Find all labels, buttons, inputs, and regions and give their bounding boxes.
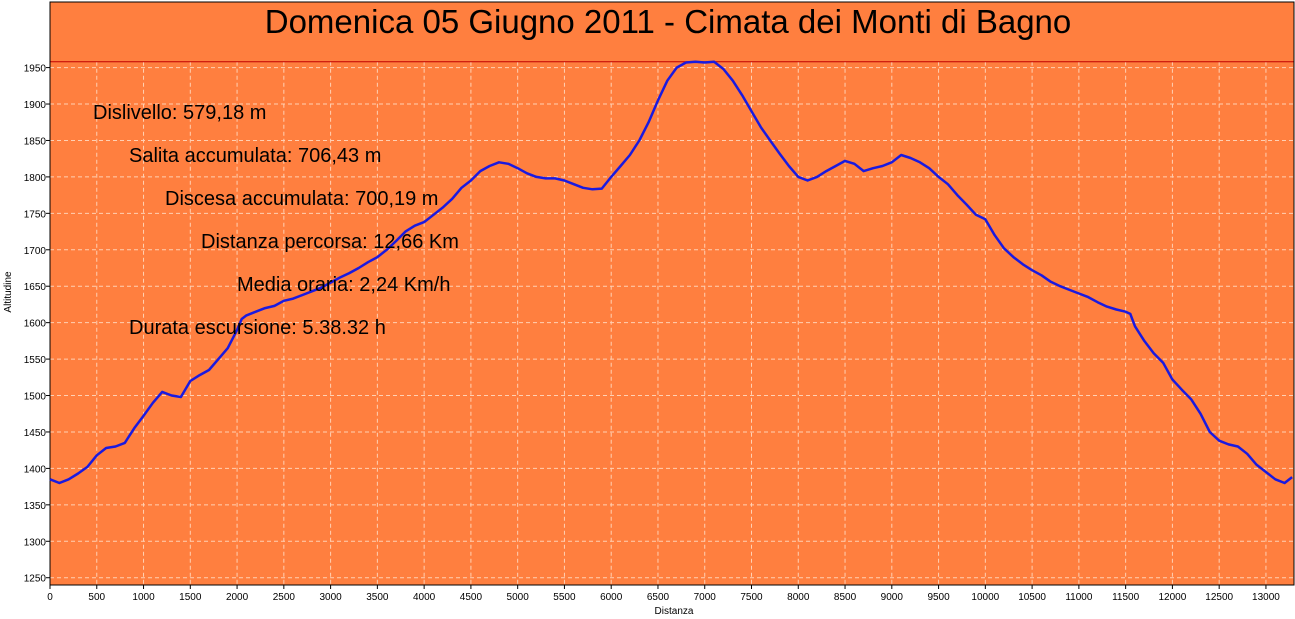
- grid: [49, 2, 1294, 585]
- stat-salita: Salita accumulata: 706,43 m: [129, 145, 381, 167]
- x-tick-label: 13000: [1252, 592, 1280, 603]
- y-tick-label: 1550: [24, 355, 47, 366]
- x-tick-label: 6000: [600, 592, 623, 603]
- x-tick-label: 500: [88, 592, 105, 603]
- axis-ticks: 0 500 1000 1500 2000 2500 3000 3500 4000 4500 5000…: [24, 64, 1281, 603]
- x-tick-label: 5500: [553, 592, 576, 603]
- y-tick-label: 1600: [24, 319, 47, 330]
- y-tick-label: 1300: [24, 537, 47, 548]
- x-tick-label: 2500: [273, 592, 296, 603]
- stats-box: Dislivello: 579,18 m Salita accumulata: …: [93, 102, 459, 339]
- y-tick-label: 1850: [24, 136, 47, 147]
- x-tick-label: 12000: [1158, 592, 1186, 603]
- chart-title: Domenica 05 Giugno 2011 - Cimata dei Mon…: [265, 3, 1072, 40]
- plot-frame: [49, 1, 1295, 586]
- y-tick-label: 1650: [24, 282, 47, 293]
- y-tick-label: 1900: [24, 100, 47, 111]
- x-tick-label: 1500: [179, 592, 202, 603]
- x-tick-label: 3500: [366, 592, 389, 603]
- x-tick-label: 9500: [927, 592, 950, 603]
- stat-media: Media oraria: 2,24 Km/h: [237, 274, 450, 296]
- x-tick-label: 11500: [1112, 592, 1140, 603]
- x-tick-label: 7500: [740, 592, 763, 603]
- x-tick-label: 6500: [647, 592, 670, 603]
- x-tick-label: 8500: [834, 592, 857, 603]
- stat-dislivello: Dislivello: 579,18 m: [93, 102, 266, 124]
- x-tick-label: 1000: [132, 592, 155, 603]
- x-tick-label: 3000: [319, 592, 342, 603]
- x-tick-label: 10500: [1018, 592, 1046, 603]
- x-tick-label: 4500: [460, 592, 483, 603]
- x-tick-label: 0: [47, 592, 53, 603]
- x-tick-label: 12500: [1205, 592, 1233, 603]
- x-tick-label: 8000: [787, 592, 810, 603]
- y-tick-label: 1450: [24, 428, 47, 439]
- y-tick-label: 1400: [24, 464, 47, 475]
- plot-background: [50, 2, 1294, 585]
- x-tick-label: 4000: [413, 592, 436, 603]
- elevation-profile-line: [49, 60, 1293, 485]
- y-tick-label: 1500: [24, 392, 47, 403]
- x-tick-label: 7000: [694, 592, 717, 603]
- x-axis-label: Distanza: [655, 606, 694, 617]
- x-tick-label: 11000: [1065, 592, 1093, 603]
- y-tick-label: 1750: [24, 209, 47, 220]
- x-tick-label: 2000: [226, 592, 249, 603]
- stat-durata: Durata escursione: 5.38.32 h: [129, 317, 386, 339]
- y-axis-label: Altitudine: [3, 271, 14, 313]
- y-tick-label: 1250: [24, 574, 47, 585]
- series-layer: [49, 1, 1295, 586]
- x-tick-label: 9000: [881, 592, 904, 603]
- y-tick-label: 1800: [24, 173, 47, 184]
- stat-discesa: Discesa accumulata: 700,19 m: [165, 188, 438, 210]
- x-tick-label: 5000: [507, 592, 530, 603]
- x-tick-label: 10000: [971, 592, 999, 603]
- y-tick-label: 1950: [24, 64, 47, 75]
- y-tick-label: 1350: [24, 501, 47, 512]
- y-tick-label: 1700: [24, 246, 47, 257]
- stat-distanza: Distanza percorsa: 12,66 Km: [201, 231, 459, 253]
